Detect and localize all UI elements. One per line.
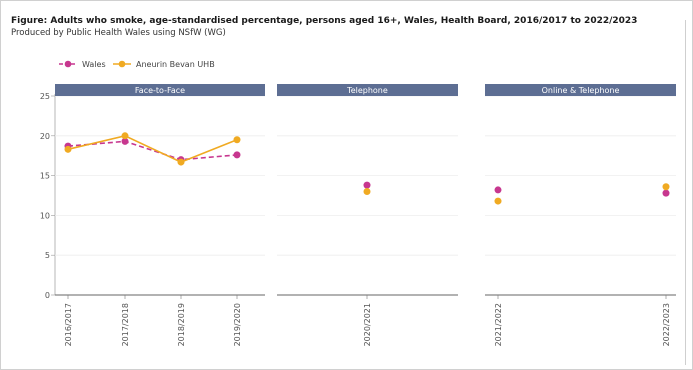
point-aneurin-bevan-uhb-2016/2017 <box>64 145 72 153</box>
frame-divider <box>685 20 686 365</box>
x-tick-label-2017/2018: 2017/2018 <box>121 303 130 346</box>
point-aneurin-bevan-uhb-2019/2020 <box>233 136 241 144</box>
panel-header-telephone <box>277 84 458 96</box>
panel-header-online-telephone <box>485 84 676 96</box>
x-tick-label-2021/2022: 2021/2022 <box>494 303 503 346</box>
x-tick-label-2019/2020: 2019/2020 <box>233 303 242 346</box>
x-tick-label-2018/2019: 2018/2019 <box>177 303 186 346</box>
x-tick-label-2020/2021: 2020/2021 <box>363 303 372 346</box>
x-tick-label-2022/2023: 2022/2023 <box>662 303 671 346</box>
panel-header-face-to-face <box>55 84 265 96</box>
point-aneurin-bevan-uhb-2018/2019 <box>177 158 185 166</box>
panel-face-to-face: Face-to-Face 2016/2017 2017/2018 2018/2019 2… <box>55 84 265 346</box>
y-tick-label-10: 10 <box>40 211 50 220</box>
legend-swatch-wales <box>59 60 77 68</box>
point-aneurin-bevan-uhb-2017/2018 <box>121 132 129 140</box>
y-tick-label-0: 0 <box>45 291 50 300</box>
point-wales-2019/2020 <box>233 151 241 159</box>
y-tick-label-20: 20 <box>40 132 50 141</box>
figure-title: Figure: Adults who smoke, age-standardis… <box>11 16 638 26</box>
series-line-wales-face-to-face <box>67 140 238 161</box>
y-tick-label-5: 5 <box>45 251 50 260</box>
legend-label-wales: Wales <box>82 59 106 69</box>
legend-label-abuhb: Aneurin Bevan UHB <box>136 59 215 69</box>
series-line-aneurin-bevan-uhb-face-to-face <box>67 134 238 163</box>
legend-item-abuhb[interactable]: Aneurin Bevan UHB <box>112 58 215 70</box>
panel-telephone: Telephone 2020/2021 <box>277 84 458 346</box>
point-wales-2021/2022 <box>494 186 502 194</box>
point-wales-2022/2023 <box>662 189 670 197</box>
point-aneurin-bevan-uhb-2022/2023 <box>662 183 670 191</box>
panel-title-telephone: Telephone <box>346 86 388 95</box>
point-wales-2020/2021 <box>363 181 371 189</box>
x-tick-label-2016/2017: 2016/2017 <box>64 303 73 346</box>
legend-swatch-abuhb <box>113 60 131 68</box>
point-aneurin-bevan-uhb-2020/2021 <box>363 188 371 196</box>
y-tick-label-25: 25 <box>40 92 50 101</box>
figure-subtitle: Produced by Public Health Wales using NS… <box>11 28 226 38</box>
panel-title-face-to-face: Face-to-Face <box>135 86 185 95</box>
point-aneurin-bevan-uhb-2021/2022 <box>494 197 502 205</box>
legend-item-wales[interactable]: Wales <box>58 58 106 70</box>
point-wales-2017/2018 <box>121 137 129 145</box>
panel-online-telephone: Online & Telephone 2021/2022 2022/2023 <box>485 84 676 346</box>
y-tick-label-15: 15 <box>40 172 50 181</box>
panel-title-online-telephone: Online & Telephone <box>542 86 620 95</box>
